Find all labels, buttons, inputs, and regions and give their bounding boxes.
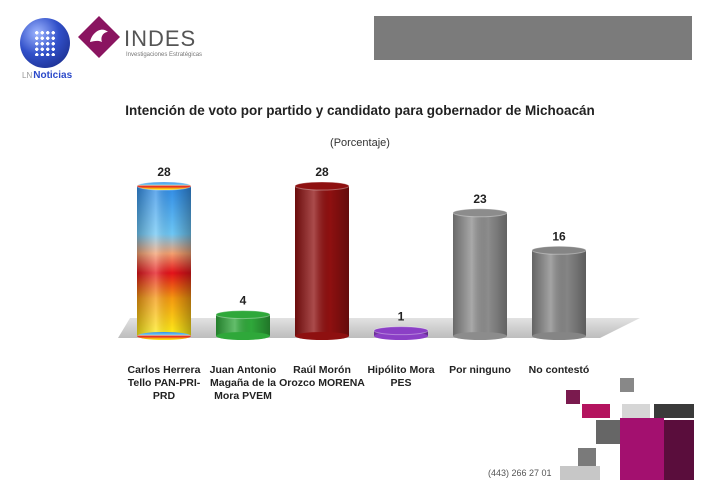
category-label-4: Hipólito Mora PES xyxy=(367,364,435,389)
brand-name: INDES xyxy=(124,26,197,51)
chart-title: Intención de voto por partido y candidat… xyxy=(125,103,595,118)
chart-subtitle: (Porcentaje) xyxy=(330,137,390,149)
data-label-1: 28 xyxy=(157,165,171,179)
data-label-5: 23 xyxy=(473,192,487,206)
bar-2 xyxy=(215,310,271,340)
category-label-5: Por ninguno xyxy=(449,364,511,376)
bar-6 xyxy=(531,245,587,340)
category-label-1: Carlos Herrera Tello PAN-PRI-PRD xyxy=(127,364,201,402)
header-banner xyxy=(374,16,692,60)
footer-phone: (443) 266 27 01 xyxy=(488,468,552,478)
bar-1 xyxy=(136,181,192,340)
news-globe-logo xyxy=(20,18,70,68)
indes-logo-icon xyxy=(78,16,120,58)
data-label-2: 4 xyxy=(240,294,247,308)
data-label-4: 1 xyxy=(398,310,405,324)
bar-3 xyxy=(294,181,350,340)
bar-4 xyxy=(373,326,429,340)
data-label-3: 28 xyxy=(315,165,329,179)
category-label-3: Raúl Morón Orozco MORENA xyxy=(279,364,365,389)
data-label-6: 16 xyxy=(552,229,566,243)
category-label-6: No contestó xyxy=(528,364,590,376)
category-label-2: Juan Antonio Magaña de la Mora PVEM xyxy=(209,364,277,402)
brand-tagline: Investigaciones Estratégicas xyxy=(126,52,203,58)
bar-5 xyxy=(452,208,508,340)
news-logo-text: LNNoticias xyxy=(22,70,73,81)
